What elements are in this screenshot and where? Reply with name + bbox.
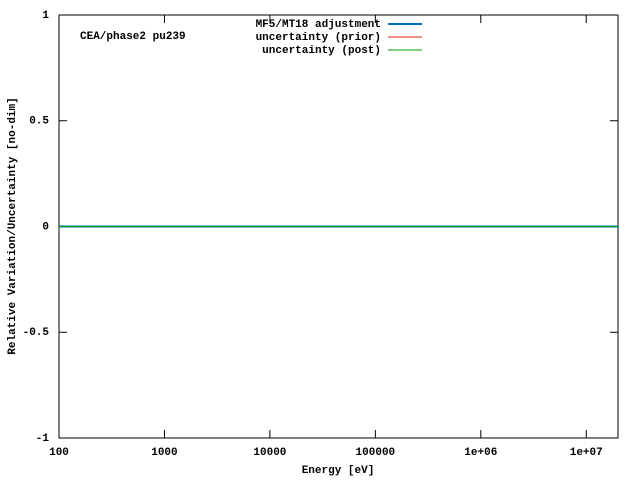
- y-tick-label: -0.5: [23, 327, 50, 339]
- legend-label: uncertainty (prior): [256, 32, 381, 44]
- x-tick-label: 100: [49, 447, 69, 459]
- y-tick-label: 0: [42, 221, 49, 233]
- y-tick-label: 0.5: [29, 116, 49, 128]
- legend-label: uncertainty (post): [262, 45, 381, 57]
- y-tick-label: 1: [42, 10, 49, 22]
- x-tick-label: 1e+06: [464, 447, 497, 459]
- x-tick-label: 1000: [151, 447, 177, 459]
- y-axis-label: Relative Variation/Uncertainty [no-dim]: [7, 97, 19, 354]
- x-tick-label: 10000: [253, 447, 286, 459]
- x-axis-label: Energy [eV]: [302, 465, 375, 477]
- x-tick-label: 100000: [356, 447, 396, 459]
- legend-label: MF5/MT18 adjustment: [256, 19, 381, 31]
- annotation: CEA/phase2 pu239: [80, 31, 186, 43]
- x-tick-label: 1e+07: [570, 447, 603, 459]
- y-tick-label: -1: [36, 433, 50, 445]
